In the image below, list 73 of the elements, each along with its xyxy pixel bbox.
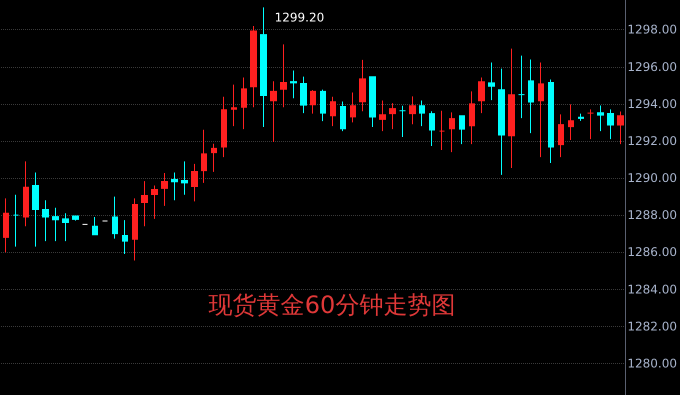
candlestick: [528, 59, 534, 134]
candlestick: [260, 6, 267, 128]
y-tick-label: 1282.00: [627, 319, 677, 334]
candlestick: [538, 62, 544, 158]
candlestick: [42, 200, 49, 242]
candlestick: [221, 96, 227, 158]
candlestick: [320, 89, 326, 122]
y-tick-label: 1298.00: [627, 22, 677, 37]
y-tick-label: 1288.00: [627, 208, 677, 222]
candlestick: [23, 160, 29, 227]
y-tick-label: 1296.00: [627, 60, 677, 74]
candlestick: [379, 100, 386, 132]
candlestick: [300, 76, 307, 114]
candlestick: [231, 84, 237, 127]
candlestick: [141, 180, 148, 227]
y-tick-label: 1286.00: [627, 245, 677, 260]
candlestick: [191, 163, 198, 202]
candlestick: [211, 143, 217, 172]
candlestick: [389, 102, 396, 130]
candlestick: [587, 108, 594, 140]
candlestick: [92, 216, 98, 236]
candlestick: [617, 110, 624, 145]
candlestick: [518, 55, 525, 119]
candlestick: [330, 96, 336, 127]
candlestick: [409, 96, 416, 125]
candlestick: [578, 113, 584, 122]
candlestick: [280, 44, 287, 108]
candlestick: [350, 92, 356, 123]
candlestick: [181, 160, 188, 196]
candlestick: [310, 90, 316, 114]
candlestick: [597, 105, 604, 132]
candlestick: [429, 110, 435, 146]
candlestick: [52, 207, 59, 242]
candlestick: [607, 108, 614, 140]
candlestick: [201, 129, 207, 184]
candlestick: [241, 77, 247, 130]
candlestick: [122, 220, 128, 255]
candlestick: [112, 196, 118, 240]
candlestick: [459, 115, 465, 145]
candlestick: [62, 212, 69, 242]
y-tick-label: 1284.00: [627, 282, 677, 296]
candlestick: [3, 198, 9, 253]
candlestick: [171, 172, 178, 201]
candlestick: [488, 62, 495, 101]
y-tick-label: 1294.00: [627, 96, 677, 111]
candlestick: [498, 68, 505, 176]
candlestick: [72, 216, 79, 222]
candlestick: [32, 172, 39, 248]
candlestick: [290, 70, 297, 99]
candlestick: [548, 79, 554, 164]
candlestick: [449, 112, 455, 153]
y-tick-label: 1292.00: [627, 134, 677, 148]
candlestick: [270, 80, 277, 143]
candlestick: [558, 114, 564, 158]
y-tick-label: 1290.00: [627, 171, 677, 186]
candlestick: [439, 110, 445, 151]
candlestick: [508, 48, 515, 169]
candlestick: [469, 90, 475, 145]
candlestick: [369, 76, 376, 128]
candlestick: [478, 77, 485, 114]
candlestick: [132, 198, 138, 262]
candlestick: [419, 100, 425, 127]
candlestick: [568, 104, 574, 141]
candlestick: [399, 105, 406, 138]
y-tick-label: 1280.00: [627, 356, 677, 370]
text: 现货黄金60分钟走势图: [208, 291, 456, 319]
candlestick: [340, 100, 346, 132]
candlestick: [161, 172, 168, 206]
candlestick: [151, 184, 158, 220]
candlestick: [250, 25, 257, 108]
annotation: 1299.20: [274, 10, 324, 24]
candlestick: [13, 194, 19, 248]
candlestick: [359, 59, 366, 112]
